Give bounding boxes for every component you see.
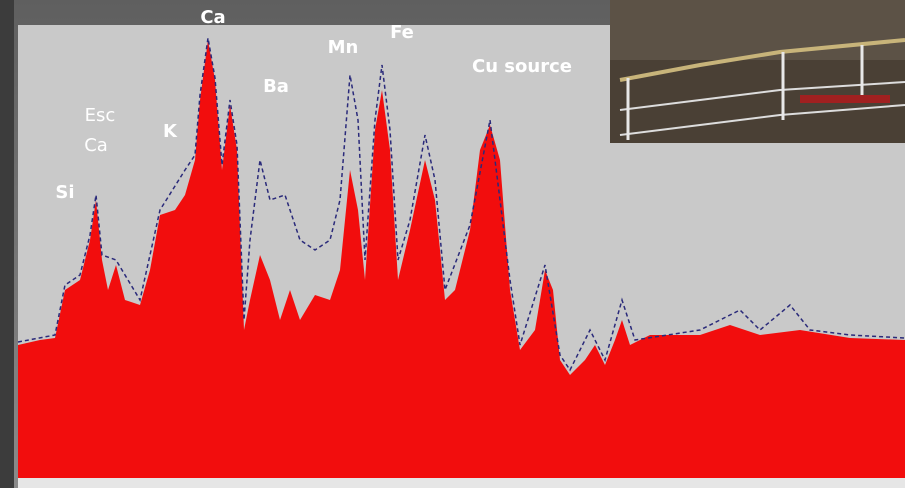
photo-inset xyxy=(610,0,905,143)
peak-label: K xyxy=(163,121,178,142)
peak-label: Fe xyxy=(390,22,414,43)
peak-label: Ba xyxy=(263,76,289,97)
page: Ca Mn Fe Cu source Ba Esc Ca K Si (() =>… xyxy=(0,0,905,488)
peak-label: Si xyxy=(55,182,74,203)
peak-label: Ca xyxy=(200,7,225,28)
left-edge xyxy=(0,0,14,488)
spectrum-screenshot: Ca Mn Fe Cu source Ba Esc Ca K Si xyxy=(0,0,905,488)
peak-label: Esc xyxy=(85,105,116,126)
scrollbar xyxy=(18,478,905,488)
peak-label: Mn xyxy=(328,37,359,58)
peak-label: Cu source xyxy=(472,56,572,77)
peak-label: Ca xyxy=(84,135,108,156)
